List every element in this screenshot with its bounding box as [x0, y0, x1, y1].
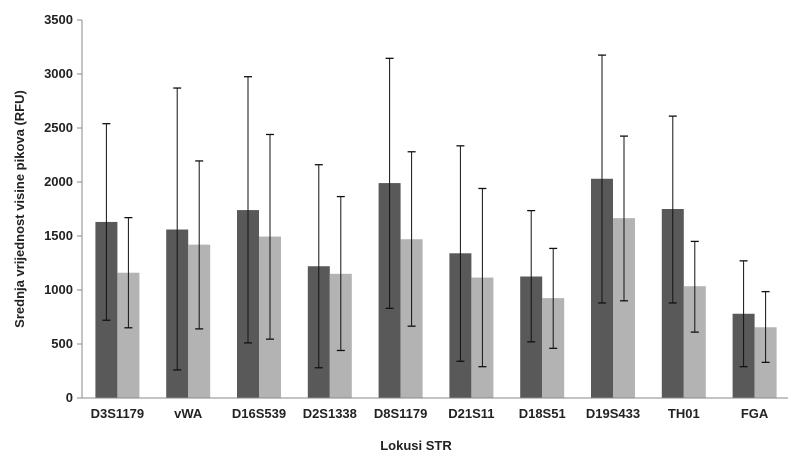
- error-bar-series-2-vWA: [195, 160, 204, 330]
- error-bar-series-1-D3S1179: [102, 123, 111, 321]
- error-bar-series-1-D21S11: [456, 145, 465, 362]
- bar-series-2-TH01: [683, 286, 706, 398]
- error-bar-series-1-D2S1338: [314, 164, 323, 369]
- y-axis-title: Srednja vrijednost visine pikova (RFU): [12, 90, 27, 328]
- y-tick-label: 1000: [44, 282, 73, 297]
- error-bar-series-2-TH01: [690, 240, 699, 333]
- error-bar-series-1-FGA: [739, 260, 748, 368]
- error-bar-series-2-D8S1179: [407, 151, 416, 327]
- error-bar-series-1-vWA: [173, 87, 182, 371]
- bar-series-2-D3S1179: [117, 272, 140, 398]
- x-axis-tick-labels: D3S1179 vWA D16S539 D2S1338 D8S1179 D21S11 D18…: [91, 406, 769, 421]
- y-tick-label: 3500: [44, 12, 73, 27]
- error-bar-series-1-TH01: [668, 115, 677, 304]
- error-bar-series-2-D3S1179: [124, 216, 133, 329]
- error-bar-series-2-D19S433: [620, 135, 628, 302]
- y-tick-label: 500: [51, 336, 73, 351]
- y-tick-label: 1500: [44, 228, 73, 243]
- x-axis-title: Lokusi STR: [380, 438, 452, 453]
- x-tick-label: D3S1179: [91, 406, 145, 421]
- error-bar-series-2-D2S1338: [336, 195, 345, 352]
- error-bar-series-2-D21S11: [478, 187, 487, 368]
- bars-group: [95, 178, 777, 398]
- x-tick-label: D8S1179: [374, 406, 428, 421]
- x-tick-label: D16S539: [232, 406, 286, 421]
- x-tick-label: FGA: [741, 406, 769, 421]
- y-axis-ticks: 0 500 1000 1500 2000 2500 3000 3500: [44, 12, 82, 405]
- x-tick-label: TH01: [668, 406, 700, 421]
- y-tick-label: 2500: [44, 120, 73, 135]
- error-bar-series-1-D16S539: [244, 76, 252, 344]
- error-bar-series-2-D18S51: [549, 247, 558, 349]
- error-bar-series-2-D16S539: [266, 133, 274, 340]
- x-tick-label: D2S1338: [303, 406, 357, 421]
- error-bar-series-1-D18S51: [527, 209, 536, 343]
- x-tick-label: D21S11: [448, 406, 494, 421]
- y-tick-label: 2000: [44, 174, 73, 189]
- y-tick-label: 0: [66, 390, 73, 405]
- error-bar-series-1-D8S1179: [385, 57, 394, 310]
- y-tick-label: 3000: [44, 66, 73, 81]
- bar-series-2-D19S433: [613, 218, 635, 398]
- error-bar-series-2-FGA: [761, 290, 770, 364]
- x-tick-label: vWA: [174, 406, 203, 421]
- error-bar-series-1-D19S433: [598, 54, 606, 304]
- x-tick-label: D19S433: [586, 406, 640, 421]
- x-tick-label: D18S51: [519, 406, 566, 421]
- error-bars-group: [102, 54, 770, 371]
